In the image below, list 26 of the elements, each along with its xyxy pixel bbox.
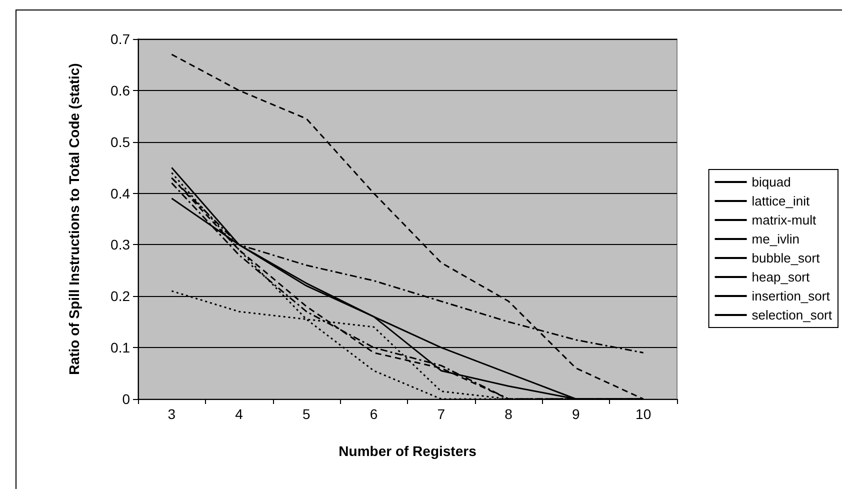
legend-label: heap_sort: [752, 270, 810, 284]
x-tick-label: 7: [437, 406, 446, 422]
legend-label: biquad: [752, 174, 791, 190]
legend-label: insertion_sort: [752, 288, 830, 304]
y-tick-label: 0: [122, 391, 130, 407]
y-tick-label: 0.4: [110, 185, 130, 202]
x-axis-title: Number of Registers: [338, 443, 477, 459]
x-tick-label: 9: [572, 406, 580, 422]
x-tick-label: 8: [504, 406, 513, 422]
legend-label: matrix-mult: [752, 212, 816, 228]
y-axis-title: Ratio of Spill Instructions to Total Code (static): [66, 63, 82, 375]
y-tick-label: 0.7: [110, 31, 130, 47]
y-tick-label: 0.2: [110, 288, 130, 304]
x-tick-label: 3: [168, 406, 176, 422]
legend-label: selection_sort: [752, 308, 832, 322]
legend-label: me_ivlin: [752, 232, 800, 246]
x-tick-label: 4: [235, 406, 244, 422]
x-tick-label: 5: [302, 406, 311, 422]
y-tick-label: 0.5: [110, 134, 130, 150]
y-tick-label: 0.3: [110, 236, 130, 253]
x-tick-label: 10: [636, 406, 652, 422]
x-tick-label: 6: [370, 406, 378, 422]
y-tick-label: 0.1: [110, 340, 130, 356]
y-tick-label: 0.6: [110, 82, 130, 98]
legend-label: bubble_sort: [752, 250, 820, 266]
legend-label: lattice_init: [752, 194, 810, 208]
